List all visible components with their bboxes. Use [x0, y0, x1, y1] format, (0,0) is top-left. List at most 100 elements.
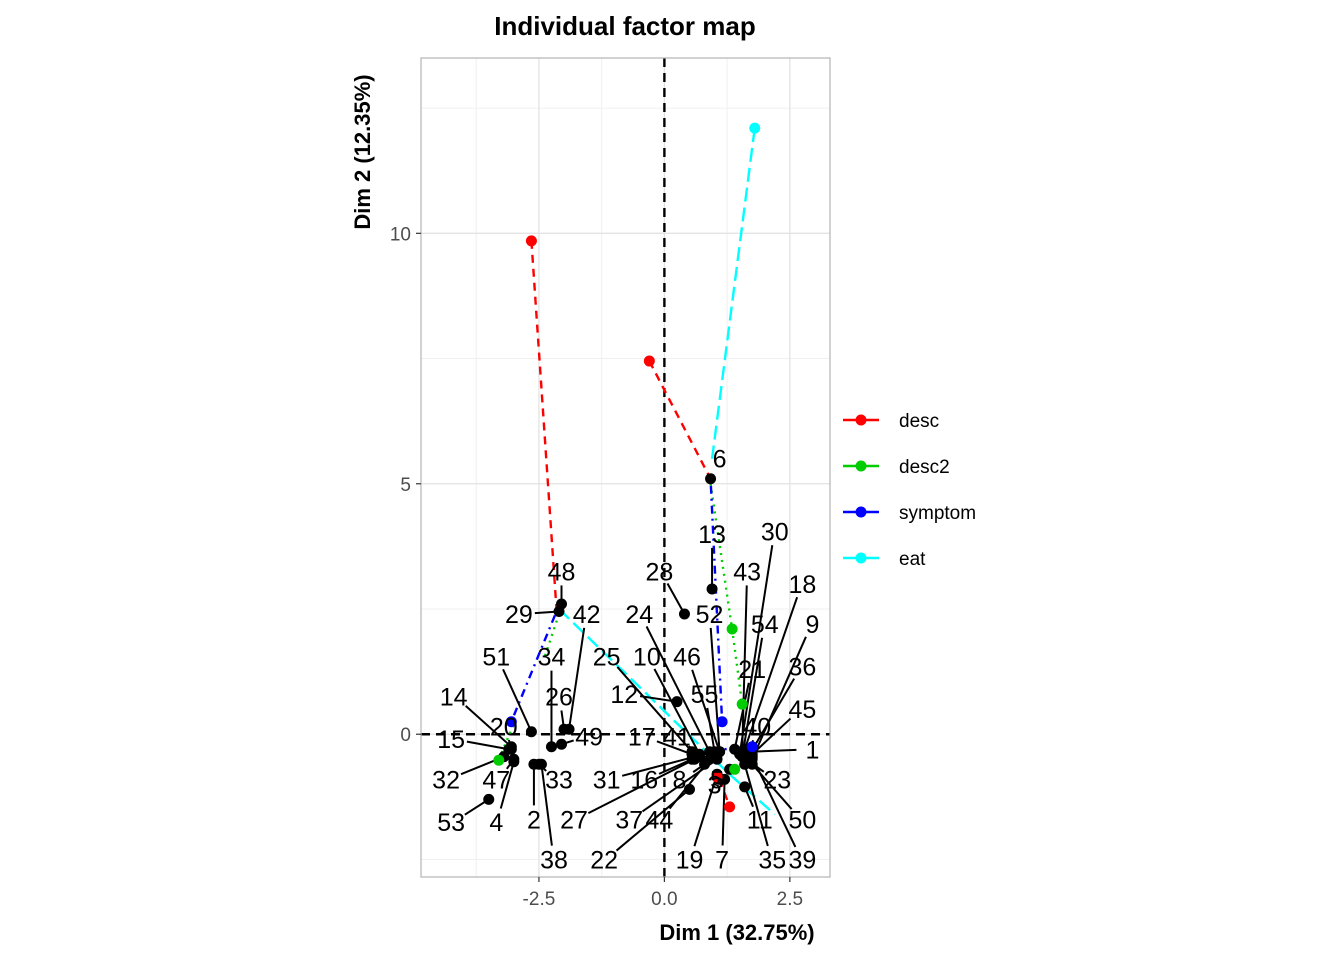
supp-point-desc	[643, 355, 655, 367]
point-54	[736, 751, 748, 763]
axis-ticks: -2.5 0.0 2.5 0 5 10	[390, 224, 803, 910]
point-label-34: 34	[538, 644, 566, 672]
point-label-21: 21	[738, 656, 766, 684]
leader-line-9	[751, 636, 807, 760]
leader-line-7	[721, 779, 726, 846]
point-47	[508, 753, 520, 765]
legend: desc desc2 symptom eat	[843, 411, 976, 570]
leader-line-21	[733, 682, 750, 750]
point-label-49: 49	[575, 724, 603, 752]
point-label-5: 5	[710, 766, 724, 794]
point-49	[556, 738, 568, 750]
point-label-10: 10	[633, 644, 661, 672]
supp-point-eat	[749, 122, 761, 134]
point-6	[705, 473, 717, 485]
legend-label-desc: desc	[899, 411, 939, 432]
point-label-31: 31	[593, 766, 621, 794]
point-label-37: 37	[615, 806, 643, 834]
leader-line-51	[502, 668, 533, 733]
supp-line-desc	[530, 240, 558, 610]
reference-lines	[421, 58, 830, 877]
leader-line-28	[666, 583, 686, 615]
leader-line-35	[743, 764, 769, 847]
leader-line-24	[645, 626, 711, 753]
leader-line-14	[465, 705, 512, 748]
point-label-22: 22	[590, 846, 618, 874]
supp-point-symptom	[746, 741, 758, 753]
point-label-28: 28	[645, 558, 673, 586]
point-label-26: 26	[545, 684, 573, 712]
point-22	[683, 783, 695, 795]
point-42	[563, 723, 575, 735]
point-label-50: 50	[788, 806, 816, 834]
leader-line-52	[709, 627, 721, 752]
point-label-13: 13	[698, 521, 726, 549]
x-tick-label: -2.5	[523, 889, 556, 910]
supp-line-eat	[710, 127, 756, 459]
point-11	[739, 781, 751, 793]
leader-line-19	[693, 774, 719, 847]
supp-line-desc2	[730, 628, 744, 705]
point-label-14: 14	[440, 684, 468, 712]
y-tick-label: 10	[390, 224, 411, 245]
leader-line-1	[749, 748, 797, 753]
point-labels: 1234567891011121314151617181920212223242…	[432, 446, 819, 875]
chart-title: Individual factor map	[494, 11, 756, 41]
leader-line-4	[499, 761, 515, 809]
point-label-15: 15	[437, 726, 465, 754]
point-label-8: 8	[672, 766, 686, 794]
point-label-19: 19	[676, 846, 704, 874]
point-label-33: 33	[545, 766, 573, 794]
point-53	[483, 793, 495, 805]
leader-line-27	[587, 758, 695, 815]
point-34	[545, 741, 557, 753]
supp-point-desc2	[736, 698, 748, 710]
point-label-44: 44	[645, 806, 673, 834]
point-label-38: 38	[540, 846, 568, 874]
point-label-45: 45	[788, 696, 816, 724]
legend-key-point-desc	[855, 414, 867, 426]
leader-line-42	[568, 627, 586, 730]
point-51	[525, 726, 537, 738]
point-label-39: 39	[788, 846, 816, 874]
supp-point-desc	[711, 771, 723, 783]
point-50	[746, 758, 758, 770]
point-13	[706, 583, 718, 595]
point-label-30: 30	[761, 518, 789, 546]
legend-label-symptom: symptom	[899, 503, 976, 524]
supp-point-desc	[525, 235, 537, 247]
y-tick-label: 5	[400, 475, 411, 496]
leader-line-43	[741, 585, 748, 752]
point-label-42: 42	[573, 601, 601, 629]
point-label-29: 29	[505, 601, 533, 629]
point-label-53: 53	[437, 809, 465, 837]
point-label-6: 6	[713, 446, 727, 474]
point-label-2: 2	[527, 806, 541, 834]
point-label-4: 4	[489, 809, 503, 837]
point-label-47: 47	[482, 766, 510, 794]
point-45	[746, 748, 758, 760]
point-12	[671, 696, 683, 708]
label-leader-lines	[460, 545, 807, 852]
point-label-48: 48	[548, 558, 576, 586]
leader-line-16	[658, 758, 693, 775]
point-label-7: 7	[715, 846, 729, 874]
point-41	[694, 751, 706, 763]
point-label-27: 27	[560, 806, 588, 834]
point-label-40: 40	[743, 714, 771, 742]
leader-line-10	[653, 668, 701, 755]
point-label-51: 51	[482, 644, 510, 672]
leader-line-30	[738, 545, 774, 755]
legend-key-point-symptom	[855, 506, 867, 518]
leader-line-36	[748, 678, 796, 755]
point-38	[535, 758, 547, 770]
point-label-9: 9	[805, 611, 819, 639]
point-28	[678, 608, 690, 620]
leader-line-55	[706, 707, 716, 752]
point-48	[556, 598, 568, 610]
supp-point-desc2	[493, 754, 505, 766]
leader-line-17	[656, 740, 693, 756]
y-axis-title: Dim 2 (12.35%)	[350, 74, 375, 229]
supp-point-desc2	[726, 623, 738, 635]
point-label-1: 1	[805, 736, 819, 764]
